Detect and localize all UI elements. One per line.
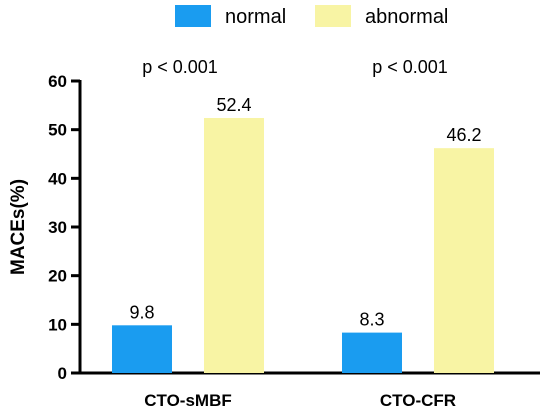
y-axis: 0 10 20 30 40 50 60 [48, 72, 82, 383]
data-label: 9.8 [129, 302, 154, 322]
legend-label-normal: normal [225, 6, 286, 28]
bar-abnormal-CTO-sMBF [204, 117, 264, 373]
data-label: 52.4 [216, 95, 251, 115]
x-category-label: CTO-CFR [380, 391, 456, 410]
data-label: 8.3 [359, 310, 384, 330]
y-tick-label: 40 [48, 169, 67, 188]
bar-normal-CTO-sMBF [112, 325, 172, 373]
legend: normal abnormal [175, 5, 448, 28]
x-category-label: CTO-sMBF [144, 391, 232, 410]
annotations: p < 0.001 p < 0.001 [142, 57, 448, 77]
bar-normal-CTO-CFR [342, 332, 402, 373]
x-axis: CTO-sMBF CTO-CFR [78, 371, 540, 410]
p-value-annotation: p < 0.001 [372, 57, 448, 77]
y-tick-label: 20 [48, 267, 67, 286]
legend-swatch-abnormal [315, 5, 351, 27]
p-value-annotation: p < 0.001 [142, 57, 218, 77]
y-tick-label: 50 [48, 121, 67, 140]
y-tick-label: 30 [48, 218, 67, 237]
legend-label-abnormal: abnormal [365, 6, 448, 28]
data-label: 46.2 [446, 125, 481, 145]
legend-swatch-normal [175, 5, 211, 27]
bars: 9.8 52.4 8.3 46.2 [112, 95, 494, 373]
bar-abnormal-CTO-CFR [434, 148, 494, 373]
y-tick-label: 10 [48, 315, 67, 334]
y-axis-title: MACEs(%) [8, 179, 29, 275]
y-tick-label: 60 [48, 72, 67, 91]
y-tick-label: 0 [58, 364, 67, 383]
